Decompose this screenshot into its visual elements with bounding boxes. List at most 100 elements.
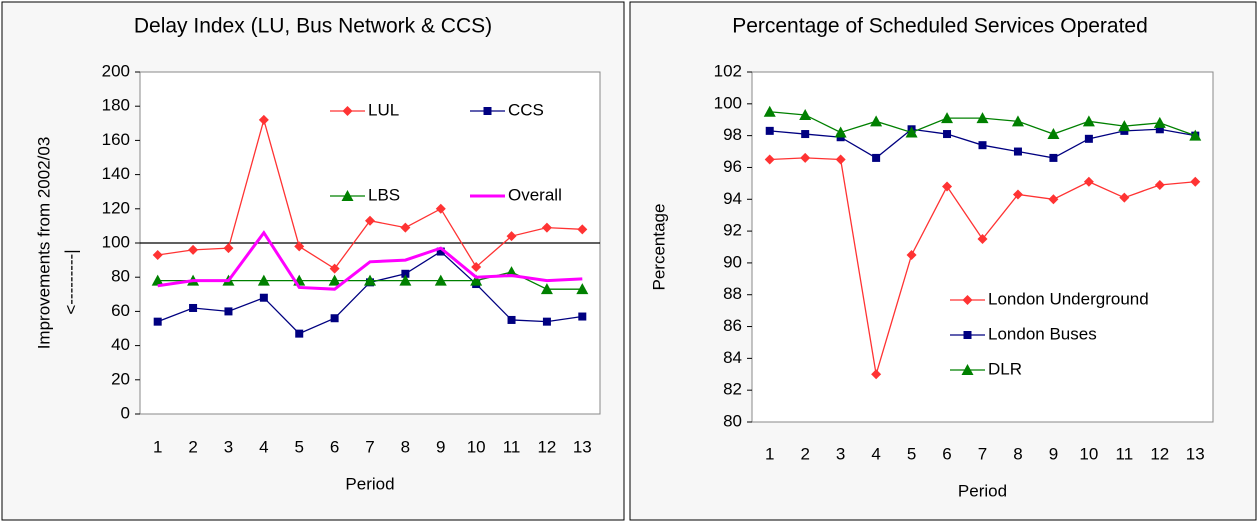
chart-title: Delay Index (LU, Bus Network & CCS) — [134, 15, 492, 38]
marker — [1154, 179, 1165, 190]
legend-label: LUL — [368, 100, 399, 119]
marker — [1119, 192, 1130, 203]
marker — [942, 181, 953, 192]
x-tick-label: 4 — [259, 437, 268, 456]
x-tick-label: 9 — [1049, 444, 1058, 463]
marker — [1153, 116, 1166, 128]
y-tick-label: 0 — [121, 403, 130, 422]
marker — [329, 263, 340, 274]
marker — [799, 108, 812, 120]
x-tick-label: 1 — [765, 444, 774, 463]
marker — [835, 154, 846, 165]
marker — [330, 314, 339, 323]
marker — [152, 249, 163, 260]
marker — [540, 283, 553, 295]
marker — [400, 222, 411, 233]
legend-label: CCS — [508, 100, 544, 119]
y-tick-label: 180 — [102, 96, 130, 115]
marker — [1083, 176, 1094, 187]
y-tick-label: 40 — [111, 335, 130, 354]
marker — [961, 364, 974, 375]
x-tick-label: 10 — [467, 437, 486, 456]
x-tick-label: 7 — [365, 437, 374, 456]
marker — [943, 130, 952, 139]
x-tick-label: 3 — [224, 437, 233, 456]
x-tick-label: 12 — [1150, 444, 1169, 463]
x-tick-label: 13 — [573, 437, 592, 456]
x-tick-label: 9 — [436, 437, 445, 456]
y-tick-label: 84 — [723, 348, 742, 367]
marker — [507, 315, 516, 324]
y-tick-label: 80 — [723, 411, 742, 430]
y-tick-label: 90 — [723, 252, 742, 271]
x-tick-label: 3 — [836, 444, 845, 463]
marker — [1048, 194, 1059, 205]
marker — [978, 141, 987, 150]
x-tick-label: 8 — [401, 437, 410, 456]
marker — [188, 244, 199, 255]
marker — [506, 231, 517, 242]
x-tick-label: 1 — [153, 437, 162, 456]
marker — [224, 307, 233, 316]
x-tick-label: 5 — [294, 437, 303, 456]
marker — [342, 106, 353, 116]
marker — [906, 249, 917, 260]
marker — [905, 126, 918, 138]
y-tick-label: 86 — [723, 316, 742, 335]
x-tick-label: 4 — [871, 444, 880, 463]
y-tick-label: 100 — [714, 93, 742, 112]
marker — [341, 190, 354, 201]
marker — [399, 274, 412, 286]
marker — [436, 247, 445, 256]
marker — [1049, 153, 1058, 162]
y-tick-label: 82 — [723, 380, 742, 399]
marker — [471, 261, 482, 272]
marker — [941, 112, 954, 124]
chart-title: Percentage of Scheduled Services Operate… — [732, 15, 1148, 38]
x-tick-label: 10 — [1079, 444, 1098, 463]
marker — [1118, 120, 1131, 132]
annotation: <---------| — [61, 249, 80, 314]
legend-label: London Underground — [988, 289, 1149, 308]
y-tick-label: 88 — [723, 284, 742, 303]
marker — [470, 274, 483, 286]
y-axis-label: Percentage — [649, 204, 668, 291]
marker — [189, 303, 198, 312]
marker — [1189, 129, 1202, 141]
x-tick-label: 11 — [1116, 444, 1134, 463]
marker — [1047, 128, 1060, 140]
marker — [871, 369, 882, 380]
y-tick-label: 20 — [111, 369, 130, 388]
y-tick-label: 80 — [111, 267, 130, 286]
marker — [328, 274, 341, 286]
x-axis-label: Period — [958, 481, 1007, 500]
legend-label: London Buses — [988, 324, 1097, 343]
marker — [223, 243, 234, 254]
marker — [1012, 189, 1023, 200]
marker — [576, 283, 589, 295]
y-tick-label: 200 — [102, 61, 130, 80]
series-line — [157, 230, 583, 291]
marker — [542, 317, 551, 326]
marker — [870, 115, 883, 127]
legend-label: DLR — [988, 359, 1022, 378]
marker — [1082, 115, 1095, 127]
marker — [541, 222, 552, 233]
legend-label: LBS — [368, 185, 400, 204]
marker — [1084, 134, 1093, 143]
marker — [1155, 125, 1164, 134]
marker — [963, 331, 972, 339]
marker — [259, 293, 268, 302]
x-tick-label: 2 — [800, 444, 809, 463]
y-tick-label: 102 — [714, 61, 742, 80]
y-tick-label: 60 — [111, 301, 130, 320]
marker — [151, 274, 164, 286]
marker — [1011, 115, 1024, 127]
marker — [434, 274, 447, 286]
y-tick-label: 140 — [102, 164, 130, 183]
y-tick-label: 160 — [102, 130, 130, 149]
x-tick-label: 11 — [503, 437, 521, 456]
marker — [763, 105, 776, 117]
